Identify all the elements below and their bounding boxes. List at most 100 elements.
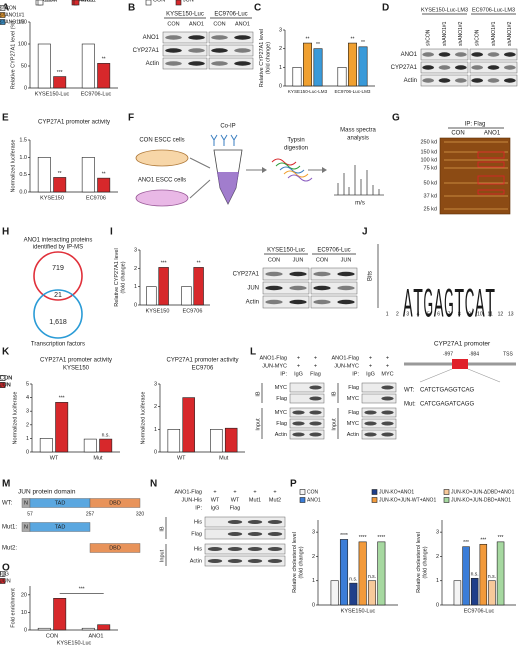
significance: n.s. [488,574,496,580]
lane-label: CON [268,257,280,263]
blot-frame [262,295,310,309]
bar [167,429,181,453]
y-axis-title: (fold change) [265,42,271,74]
blot-band [292,410,305,415]
blot-band [438,52,451,57]
domain-label: DBD [109,500,121,506]
y-axis-title: Normalized luciferase [140,392,146,445]
x-tick-label: WT [177,455,186,461]
position-label: 13 [508,311,514,317]
x-tick-label: Mut [219,455,229,461]
venn-circle [33,289,83,339]
legend-label: JUN [0,382,11,388]
legend-label: IgG [0,571,9,577]
condition-label: IP: [195,505,202,511]
y-axis-title: Relative CYP27A1 level (%) [10,21,16,90]
blot-band [309,432,322,437]
y-tick-label: 0 [436,602,439,608]
blot-band [227,532,243,536]
legend-swatch [0,12,6,18]
y-axis-title: (fold change) [120,261,126,293]
legend-label: CON [0,375,12,381]
blot-band [247,532,263,536]
blot-band [422,65,435,70]
significance: **** [377,535,385,541]
y-axis-title: Fold enrichment [10,588,16,628]
y-tick-label: 3 [134,247,137,253]
row-label: MYC [347,421,359,427]
y-axis-title: Relative cholesterol level [416,532,422,593]
blot-band [337,299,355,305]
condition-value: Mut2 [269,497,281,503]
blot-band [381,396,394,401]
bar [358,541,367,606]
y-tick-label: 1 [436,578,439,584]
condition-value: Flag [310,371,321,377]
condition-value: + [273,489,276,495]
chart-subtitle: KYSE150 [63,366,90,372]
x-tick-label: KYSE150 [40,195,64,201]
logo-letter: T [454,282,464,326]
panel-letter: A [2,3,9,14]
x-tick-label: EC9706-Luc-LM3 [334,89,370,94]
bar [470,577,479,606]
cell-label: ANO1 ESCC cells [138,178,186,184]
lane-label: ANO1 [189,21,204,27]
bar [377,541,386,606]
panel-letter: I [110,227,113,238]
blot-band [487,65,500,70]
section-label: IB [159,526,165,532]
y-tick-label: 0.0 [19,189,27,195]
blot-group: EC9706-Luc-LM3 [472,7,515,13]
y-axis-title: (fold change) [298,546,304,578]
lane-label: shCON [474,29,480,46]
bar [479,543,488,606]
blot-band [265,271,283,277]
blot-band [471,65,484,70]
blot-band [381,385,394,390]
x-tick-label: KYSE150 [146,308,170,314]
site-end: -984 [469,351,479,357]
legend-swatch [37,0,44,6]
cell-label: CON ESCC cells [139,138,184,144]
lane-label: JUN [341,257,352,263]
row-label: Actin [347,432,359,438]
y-tick-label: 0 [24,85,27,91]
venn-circle [33,251,83,301]
significance: *** [59,396,65,402]
highlight-box [477,151,505,159]
row-label: MYC [275,385,287,391]
significance: *** [480,538,486,544]
blot-band [454,52,467,57]
x-tick-label: Mut [93,455,103,461]
blot-frame [310,281,358,295]
row-label: CYP27A1 [391,65,418,71]
marker-label: 75 kd [424,165,437,171]
chart-subtitle: EC9706 [192,366,214,372]
significance: n.s. [471,572,479,578]
blot-frame [208,44,254,57]
blot-band [471,52,484,57]
condition-value: + [314,363,317,369]
peptide [287,174,313,182]
significance: *** [463,540,469,546]
seq-label: Mut: [404,402,416,408]
blot-band [211,48,228,53]
bar [37,43,51,89]
condition-label: JUN-His [182,497,203,503]
lane-label: shANO1#2 [507,21,513,46]
x-axis-title: KYSE150-Luc [57,640,92,646]
step-label: Co-IP [220,124,235,130]
row-label: Flag [276,421,287,427]
significance: *** [498,535,504,541]
significance: n.s. [102,432,110,438]
bar [81,157,95,193]
venn-count: 719 [52,265,64,272]
blot-frame [204,543,286,555]
marker-label: 100 kd [420,157,437,163]
blot-band [227,559,243,563]
bar [39,438,53,453]
y-tick-label: 4 [26,395,29,401]
y-tick-label: 3 [436,530,439,536]
y-axis-title: (fold change) [422,546,428,578]
